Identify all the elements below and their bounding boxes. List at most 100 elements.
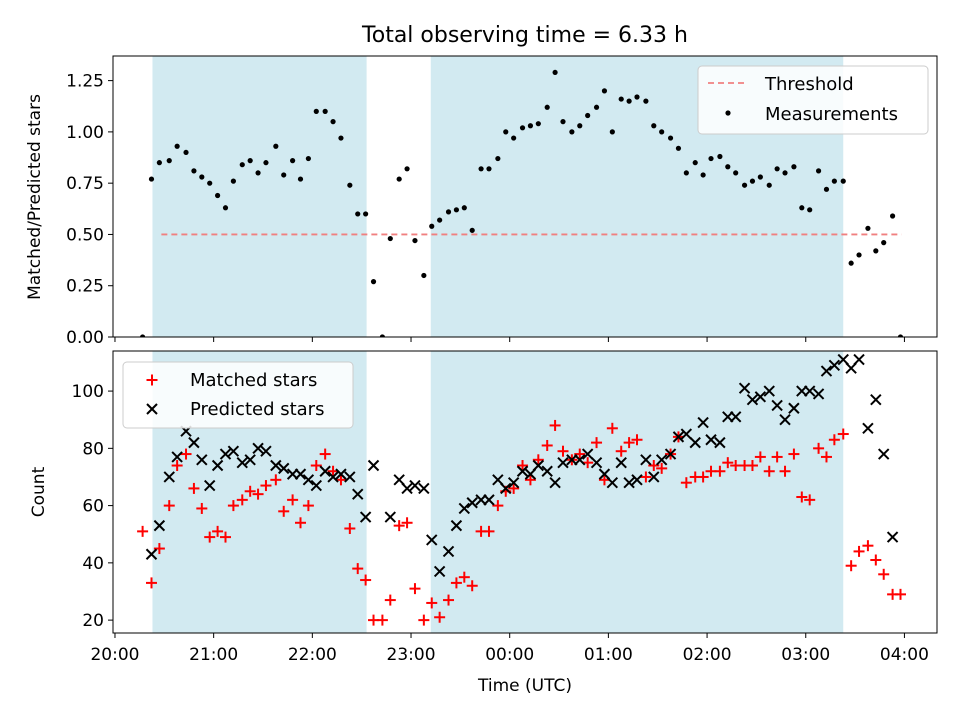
measurement-point: [535, 121, 541, 127]
matched-star-point: [344, 523, 356, 535]
measurement-point: [412, 237, 418, 244]
top-x-ticks: [114, 337, 905, 342]
measurement-point: [593, 104, 600, 110]
predicted-star-point: [466, 497, 478, 509]
x-tick-label: 03:00: [781, 645, 830, 665]
matched-star-point: [541, 439, 553, 451]
predicted-star-point: [500, 482, 512, 495]
matched-star-point: [549, 419, 561, 431]
cross-b: [812, 388, 825, 400]
matched-star-point: [483, 525, 495, 537]
measurement-point: [774, 166, 780, 172]
cross-b: [278, 462, 290, 475]
predicted-star-point: [705, 434, 717, 446]
cross-b: [163, 471, 175, 483]
measurement-point: [651, 123, 657, 129]
matched-star-point: [393, 520, 405, 532]
measurement-point: [156, 160, 162, 166]
measurement-point: [626, 98, 632, 104]
matched-star-point: [845, 560, 857, 572]
y-tick-label: 0.25: [66, 277, 104, 297]
cross-b: [359, 511, 372, 523]
top-panel: 0.00 0.25 0.50 0.75 1.00 1.25 Total observing…: [25, 23, 938, 348]
cross-b: [294, 468, 307, 480]
y-tick-label: 40: [82, 554, 104, 574]
predicted-star-point: [664, 448, 677, 460]
cross-b: [171, 451, 183, 463]
cross-b: [738, 382, 751, 394]
measurement-point: [247, 158, 253, 164]
matched-star-point: [236, 494, 248, 506]
cross-b: [236, 456, 248, 469]
measurement-point: [544, 104, 550, 110]
predicted-star-point: [779, 414, 791, 426]
measurement-point: [297, 176, 304, 182]
cross-b: [384, 511, 397, 523]
cross-b: [788, 402, 800, 414]
cross-b: [188, 436, 200, 449]
predicted-star-point: [729, 411, 742, 423]
measurement-point: [675, 145, 682, 151]
predicted-star-point: [319, 465, 331, 477]
legend-predicted-label: Predicted stars: [190, 399, 324, 420]
predicted-star-point: [163, 471, 175, 483]
predicted-star-point: [450, 519, 463, 532]
predicted-star-point: [409, 479, 421, 492]
cross-b: [310, 479, 322, 492]
cross-b: [483, 494, 495, 506]
matched-star-point: [443, 594, 455, 606]
legend-predicted-marker: [146, 403, 158, 415]
matched-star-point: [302, 500, 314, 512]
matched-star-point: [591, 437, 603, 449]
cross-b: [640, 454, 652, 466]
cross-b: [623, 476, 635, 489]
measurement-point: [421, 272, 427, 279]
cross-b: [771, 399, 783, 412]
top-shaded-region: [152, 56, 367, 337]
cross-b: [409, 479, 421, 492]
measurement-point: [429, 223, 435, 229]
measurement-point: [313, 108, 319, 114]
predicted-star-point: [655, 454, 668, 466]
measurement-point: [379, 334, 386, 337]
measurement-point: [478, 166, 484, 172]
cross-b: [352, 488, 364, 500]
matched-star-point: [532, 454, 544, 466]
cross-b: [500, 482, 512, 495]
measurement-point: [799, 205, 805, 211]
measurement-point: [461, 205, 467, 211]
measurement-point: [881, 240, 887, 246]
measurement-point: [897, 334, 904, 337]
measurement-point: [873, 248, 879, 254]
predicted-star-point: [763, 385, 775, 397]
predicted-star-point: [606, 476, 619, 489]
matched-star-point: [820, 451, 832, 463]
matched-star-point: [656, 462, 668, 474]
measurement-point: [700, 172, 706, 178]
predicted-star-point: [516, 465, 529, 477]
cross-b: [878, 448, 890, 460]
measurement-point: [215, 192, 221, 199]
measurement-point: [445, 209, 452, 215]
predicted-star-point: [828, 359, 841, 372]
matched-star-point: [714, 465, 726, 477]
measurement-point: [370, 279, 377, 285]
legend-matched-marker: [146, 374, 158, 386]
measurement-point: [823, 186, 830, 192]
matched-star-point: [804, 494, 816, 506]
measurement-point: [733, 170, 739, 176]
bottom-panel: 20 40 60 80 100 20:00 21:00 22:00 23:00 00:00 01:…: [29, 350, 938, 696]
cross-b: [754, 391, 767, 403]
x-tick-label: 21:00: [189, 645, 238, 665]
matched-star-point: [466, 580, 478, 592]
matched-star-point: [360, 574, 372, 586]
cross-b: [442, 545, 455, 558]
matched-star-point: [294, 517, 306, 529]
x-tick-label: 22:00: [288, 645, 337, 665]
predicted-star-point: [771, 399, 783, 412]
matched-star-point: [450, 577, 462, 589]
predicted-star-point: [367, 459, 380, 472]
matched-star-point: [557, 445, 569, 457]
predicted-star-point: [211, 459, 224, 472]
